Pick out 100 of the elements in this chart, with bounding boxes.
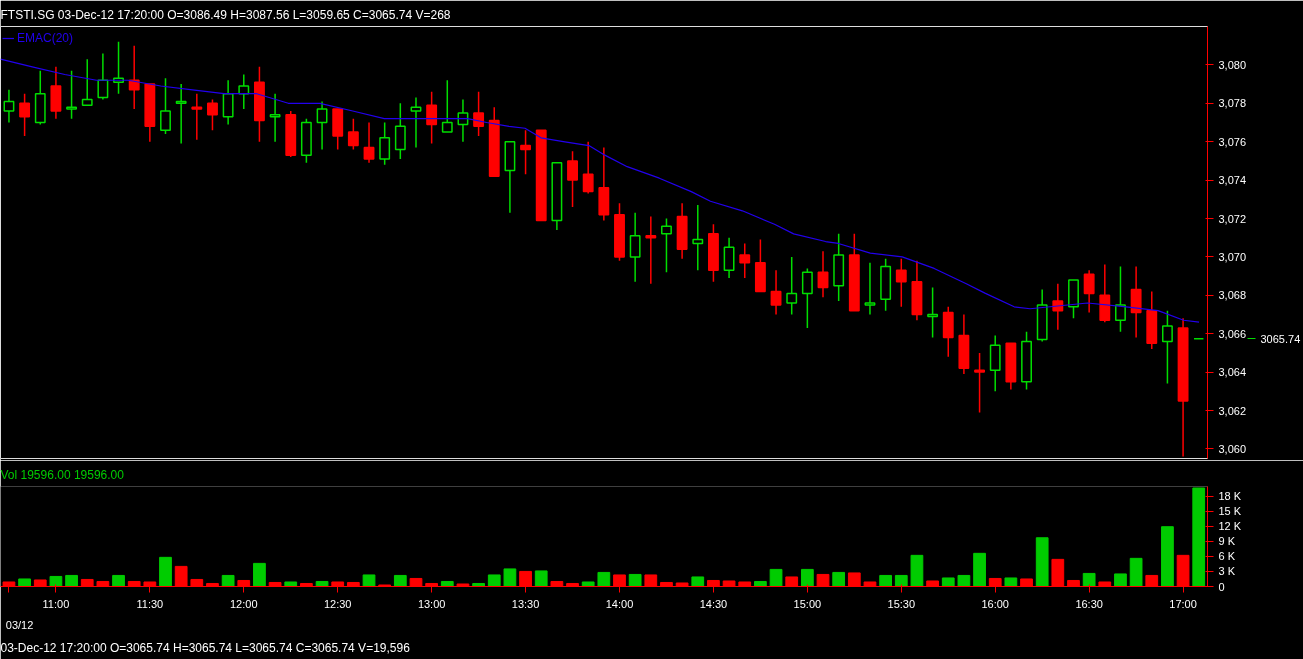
candlestick	[645, 215, 657, 285]
legend-label: EMAC(20)	[17, 31, 74, 45]
bar	[1114, 573, 1127, 587]
y-tick-label: 3,074	[1218, 174, 1247, 187]
candlestick	[269, 92, 281, 143]
bar	[581, 581, 595, 587]
candlestick	[379, 121, 391, 166]
bar	[284, 581, 298, 587]
x-tick-label: 16:00	[981, 597, 1009, 610]
bar	[65, 574, 78, 587]
candlestick	[895, 258, 907, 308]
bar	[49, 575, 63, 587]
candlestick	[629, 211, 641, 283]
candlestick	[692, 204, 704, 272]
bar	[1082, 572, 1096, 587]
bar	[894, 574, 908, 587]
bar	[253, 562, 266, 587]
x-tick-label: 13:30	[511, 597, 540, 610]
bar	[957, 574, 971, 587]
candlestick	[974, 352, 986, 414]
candlestick	[520, 129, 532, 176]
x-tick-label: 15:30	[887, 597, 916, 610]
y-tick-label: 3,066	[1218, 327, 1247, 340]
y-tick-label: 15 K	[1218, 505, 1242, 518]
text: 03/12	[5, 618, 34, 631]
x-tick-label: 15:00	[793, 597, 822, 610]
candlestick	[410, 96, 422, 149]
bar	[597, 571, 611, 587]
y-tick-label: 3,062	[1218, 404, 1247, 417]
candlestick	[316, 100, 328, 151]
candlestick	[473, 91, 485, 137]
candlestick	[661, 217, 672, 274]
candlestick	[207, 98, 218, 131]
y-tick-label: 3,060	[1218, 442, 1247, 455]
y-tick-label: 3,078	[1218, 97, 1247, 110]
bar	[754, 580, 767, 587]
bar	[362, 574, 376, 587]
candlestick	[927, 286, 939, 339]
candlestick	[19, 92, 31, 137]
bar	[315, 580, 329, 587]
candlestick	[363, 121, 375, 164]
y-tick-label: 0	[1218, 580, 1225, 593]
candlestick	[1161, 309, 1173, 385]
bar	[487, 574, 501, 587]
candlestick	[81, 58, 93, 106]
text: 03-Dec-12 17:20:00 O=3065.74 H=3065.74 L=3065.74 C=3065.74 V=19,596	[0, 640, 411, 655]
bar	[1004, 577, 1018, 587]
bar	[503, 568, 517, 587]
candlestick	[864, 261, 876, 316]
candlestick	[160, 77, 171, 135]
y-tick-label: 3,080	[1218, 58, 1247, 71]
bar	[769, 568, 783, 587]
candlestick	[3, 89, 15, 124]
y-tick-label: 6 K	[1218, 550, 1236, 563]
candlestick	[66, 69, 78, 120]
candlestick	[1083, 269, 1095, 314]
bar	[832, 571, 846, 587]
candlestick	[770, 269, 782, 316]
y-tick-label: 3,076	[1218, 135, 1247, 148]
x-tick-label: 16:30	[1075, 597, 1103, 610]
candlestick	[97, 52, 109, 101]
y-tick-label: 9 K	[1218, 535, 1236, 548]
candlestick	[175, 83, 187, 145]
candlestick	[191, 92, 203, 141]
x-tick-label: 12:00	[230, 597, 258, 610]
y-tick-label: 3,064	[1218, 366, 1247, 379]
bar	[628, 573, 642, 587]
bar	[691, 576, 705, 587]
candlestick	[426, 91, 438, 145]
candlestick	[441, 79, 453, 133]
candlestick	[739, 242, 751, 279]
candlestick	[1130, 265, 1142, 339]
y-tick-label: 3,072	[1218, 212, 1247, 225]
bar	[18, 578, 31, 587]
x-tick-label: 14:30	[699, 597, 728, 610]
bar	[440, 580, 454, 587]
bar	[973, 552, 986, 587]
bar	[534, 570, 548, 587]
y-tick-label: 3,068	[1218, 289, 1247, 302]
bar	[910, 554, 924, 587]
x-tick-label: 12:30	[323, 597, 352, 610]
bar	[1161, 526, 1174, 587]
bar	[879, 574, 893, 587]
candlestick	[222, 79, 234, 126]
candlestick	[801, 267, 813, 329]
x-tick-label: 11:00	[42, 597, 70, 610]
line-series	[0, 58, 1200, 323]
y-tick-label: 18 K	[1218, 490, 1242, 503]
x-tick-label: 11:30	[136, 597, 164, 610]
y-tick-label: 3 K	[1218, 565, 1236, 578]
candlestick	[1115, 265, 1126, 333]
candlestick	[582, 140, 594, 195]
x-tick-label: 14:00	[605, 597, 634, 610]
x-tick-label: 17:00	[1169, 597, 1197, 610]
bar	[1035, 537, 1049, 587]
y-tick-label: 12 K	[1218, 520, 1242, 533]
bar	[1129, 557, 1143, 587]
bar	[221, 574, 235, 587]
bar	[393, 574, 407, 587]
bar	[112, 574, 125, 587]
